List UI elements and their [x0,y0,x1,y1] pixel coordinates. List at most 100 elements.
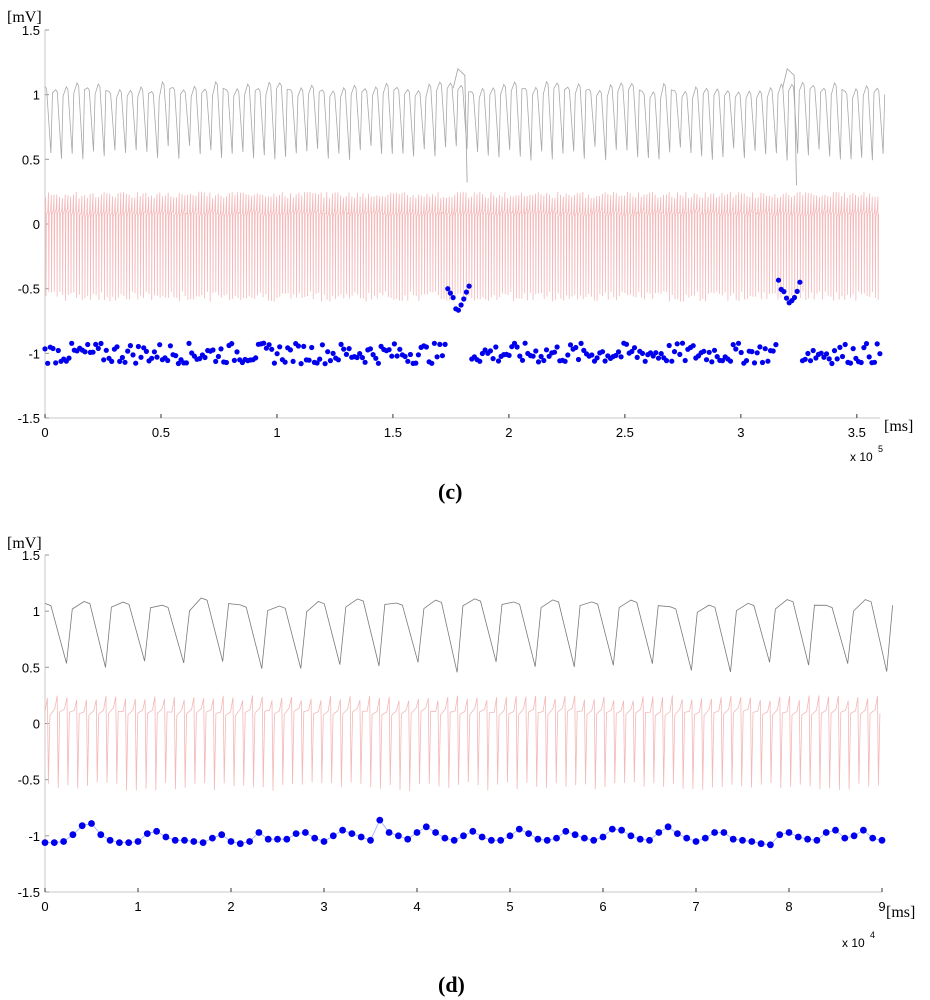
data-point [748,838,756,845]
data-point [655,355,662,361]
data-point [874,341,880,347]
data-point [325,349,331,355]
plot-series [42,67,886,367]
data-point [162,833,170,841]
data-point [860,826,867,834]
data-point [422,823,430,831]
y-tick-label: 0 [33,217,40,232]
data-point [783,295,790,301]
x-tick-label: 2.5 [616,425,634,440]
data-point [134,838,142,845]
series-top-event [782,67,797,186]
data-point [493,344,499,350]
data-point [495,358,502,364]
data-point [735,340,742,346]
data-point [319,342,325,348]
data-point [829,360,835,367]
data-point [679,340,686,346]
y-tick-label: 0.5 [22,660,40,675]
data-point [190,838,198,845]
data-point [263,345,269,351]
data-point [533,348,539,354]
data-point [330,350,336,356]
plot-series [41,597,893,849]
data-point [255,829,263,836]
data-point [341,346,347,352]
data-point [370,352,376,358]
data-point [497,836,505,844]
data-point [413,360,419,366]
data-point [461,296,467,302]
data-point [66,355,72,361]
data-point [543,347,550,353]
data-point [138,354,144,360]
data-point [335,357,341,363]
data-point [391,341,397,347]
x-tick-label: 7 [692,899,699,914]
data-point [776,831,784,839]
data-point [739,836,746,844]
y-tick-label: -1 [28,829,40,844]
data-point [375,360,381,366]
data-point [283,835,291,843]
y-tick-label: -1.5 [18,885,40,900]
data-point [413,829,421,836]
data-point [437,341,443,347]
data-point [562,358,568,364]
data-point [266,342,272,348]
data-point [165,357,171,364]
data-point [831,348,838,354]
data-point [730,342,736,348]
data-point [629,348,635,355]
data-point [562,827,570,835]
data-point [664,823,672,831]
data-point [231,357,237,363]
data-point [450,295,456,301]
data-point [813,355,819,361]
series-top-line [44,597,893,673]
x-multiplier: x 10 [850,450,873,464]
data-point [301,343,307,349]
data-point [117,358,123,364]
data-point [458,302,464,308]
data-point [703,357,710,363]
data-point [794,288,800,294]
data-point [599,833,607,841]
data-point [311,834,319,842]
data-point [754,350,760,356]
data-point [234,349,240,355]
x-tick-label: 1.5 [384,425,402,440]
data-point [711,347,718,353]
data-point [151,349,157,355]
data-point [581,347,587,353]
data-point [877,351,883,357]
data-point [78,822,86,830]
data-point [683,834,691,842]
y-tick-label: -0.5 [18,773,40,788]
data-point [608,825,616,833]
data-point [348,830,356,837]
data-point [802,356,808,362]
y-tick-label: 1 [33,604,40,619]
x-tick-label: 1 [134,899,141,914]
data-point [210,347,216,353]
data-point [807,358,814,364]
x-tick-label: 8 [785,899,792,914]
data-point [127,343,133,349]
data-point [271,360,277,366]
data-point [719,358,726,364]
panel-caption: (d) [438,972,465,997]
data-point [386,347,392,353]
data-point [466,283,472,289]
data-point [666,342,672,349]
data-point [543,836,551,844]
x-tick-label: 2 [227,899,234,914]
data-point [153,827,161,835]
data-point [455,307,461,313]
data-point [858,359,864,366]
data-point [407,351,413,358]
data-point [181,836,188,844]
data-point [663,358,670,364]
data-point [367,346,373,352]
data-point [97,831,105,839]
